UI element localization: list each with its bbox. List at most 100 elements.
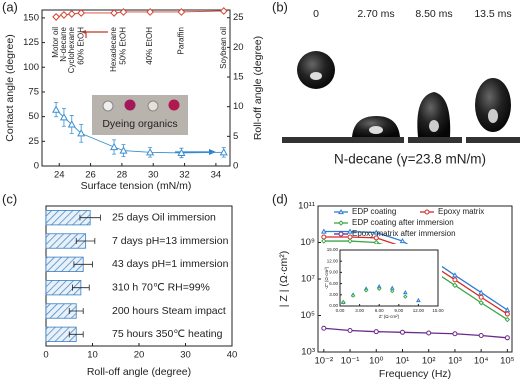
marker	[478, 300, 484, 306]
legend-label: EDP coating	[352, 207, 396, 216]
point-label: Hexadecane	[109, 26, 118, 71]
marker	[390, 288, 395, 294]
x-tick-label: 10⁻²	[314, 356, 333, 367]
y-tick-label: 10¹¹	[298, 201, 315, 212]
marker	[363, 288, 369, 293]
y-tick-label: 10³	[301, 347, 315, 358]
x-tick-label: 10⁵	[500, 356, 515, 367]
marker	[119, 8, 128, 16]
marker	[416, 297, 421, 303]
x-tick-label: 24	[54, 170, 65, 181]
x-tick-label: 10¹	[396, 356, 410, 367]
point-label: Cyclohexane	[67, 26, 76, 73]
drop	[102, 100, 114, 112]
marker	[376, 286, 382, 292]
point-label: Soybean oil	[219, 27, 228, 69]
y-axis-label: | Z | (Ω·cm²)	[278, 251, 290, 307]
y-tick-label: 9.00	[329, 270, 338, 275]
bar-label: 310 h 70℃ RH=99%	[112, 281, 210, 293]
marker	[426, 330, 432, 336]
x-tick-label: 9.00	[394, 308, 403, 313]
y-tick-label: 0	[34, 161, 39, 172]
marker	[478, 294, 484, 300]
marker	[424, 209, 430, 215]
error-bar	[72, 284, 90, 291]
x-tick-label: 26	[85, 170, 96, 181]
marker	[110, 142, 119, 151]
x-tick-label: 10²	[422, 356, 436, 367]
marker	[177, 8, 186, 16]
marker	[77, 129, 86, 137]
x-tick-label: 10⁰	[369, 356, 384, 367]
x-tick-label: 40	[227, 350, 238, 361]
surface	[282, 137, 348, 143]
marker	[504, 335, 510, 341]
marker	[452, 272, 458, 278]
panel-label: (d)	[272, 191, 288, 206]
marker	[350, 293, 356, 298]
marker	[67, 10, 76, 18]
bar-label: 200 hours Steam impact	[112, 305, 226, 317]
bar-label: 43 days pH=1 immersion	[112, 258, 229, 270]
marker	[373, 235, 379, 241]
x-tick-label: 0	[43, 350, 48, 361]
y-tick-label: 75	[28, 86, 39, 97]
panel-label: (c)	[2, 191, 17, 206]
marker	[452, 277, 458, 283]
point-label: 50% EtOH	[119, 27, 128, 65]
y-tick-label: 0	[233, 161, 238, 172]
y-tick-label: 6.00	[329, 281, 338, 286]
marker	[341, 300, 346, 305]
point-label: N-decane	[59, 26, 68, 61]
panel-b-photos	[282, 51, 520, 143]
bar-label: 75 hours 350℃ heating	[112, 328, 223, 340]
marker	[146, 148, 155, 156]
marker	[347, 328, 353, 334]
x-tick-label: 34	[211, 170, 222, 181]
y-tick-label: 150	[23, 12, 39, 23]
y2-axis-label: Roll-off angle (degree)	[252, 36, 264, 140]
x-tick-label: 20	[134, 350, 145, 361]
caption: N-decane (γ=23.8 mN/m)	[334, 152, 486, 167]
droplet-highlight	[429, 120, 439, 132]
marker	[402, 290, 408, 295]
marker	[452, 331, 458, 337]
plot-frame	[339, 249, 439, 307]
y-tick-label: 50	[28, 111, 39, 122]
marker	[59, 113, 68, 121]
y-axis-label: Contact angle (degree)	[4, 34, 16, 141]
drop	[124, 99, 136, 111]
frame-time: 0	[313, 8, 319, 20]
x-tick-label: 10³	[448, 356, 462, 367]
error-bar	[68, 308, 84, 314]
marker	[373, 229, 380, 235]
inset-label: Dyeing organics	[102, 118, 177, 130]
x-tick-label: 10⁻¹	[341, 356, 360, 367]
x-axis-label: Surface tension (mN/m)	[81, 180, 192, 192]
y-tick-label: 15	[233, 72, 244, 83]
drop	[147, 100, 159, 112]
frame-time: 8.50 ms	[415, 8, 452, 20]
droplet	[297, 51, 335, 89]
y-tick-label: 0.00	[329, 303, 338, 308]
surface	[466, 137, 520, 143]
marker	[110, 9, 118, 17]
legend-label: EDP coating after immersion	[352, 218, 454, 227]
legend-label: Epoxy matrix	[438, 207, 484, 216]
marker	[478, 289, 485, 295]
point-label: 40% EtOH	[145, 27, 154, 65]
frame-time: 13.5 ms	[474, 8, 511, 20]
error-bar	[75, 238, 96, 244]
x-tick-label: 30	[180, 350, 191, 361]
marker	[219, 7, 228, 15]
marker	[452, 282, 458, 289]
arrow	[85, 31, 108, 38]
x-tick-label: 15.00	[432, 308, 444, 313]
marker	[338, 208, 344, 215]
marker	[504, 316, 511, 323]
marker	[177, 148, 186, 157]
marker	[219, 148, 228, 156]
y-tick-label: 10⁹	[300, 237, 315, 248]
